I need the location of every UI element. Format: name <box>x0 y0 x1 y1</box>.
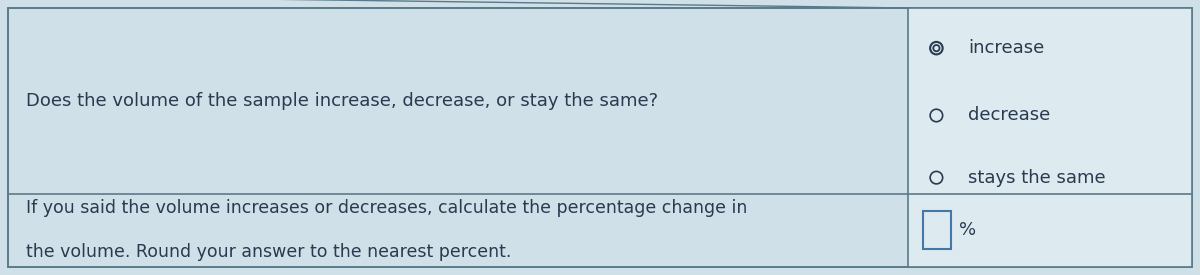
FancyBboxPatch shape <box>908 8 1192 267</box>
Text: stays the same: stays the same <box>968 169 1106 187</box>
Text: %: % <box>960 221 977 240</box>
Text: increase: increase <box>968 39 1045 57</box>
Text: If you said the volume increases or decreases, calculate the percentage change i: If you said the volume increases or decr… <box>26 199 748 218</box>
Point <box>926 175 946 180</box>
Point <box>926 46 946 50</box>
Point <box>926 46 946 50</box>
Point <box>926 46 946 50</box>
Text: Does the volume of the sample increase, decrease, or stay the same?: Does the volume of the sample increase, … <box>26 92 658 110</box>
FancyBboxPatch shape <box>924 211 952 249</box>
FancyBboxPatch shape <box>8 8 1192 267</box>
Text: decrease: decrease <box>968 106 1051 125</box>
Text: the volume. Round your answer to the nearest percent.: the volume. Round your answer to the nea… <box>26 243 511 262</box>
Point <box>926 113 946 118</box>
